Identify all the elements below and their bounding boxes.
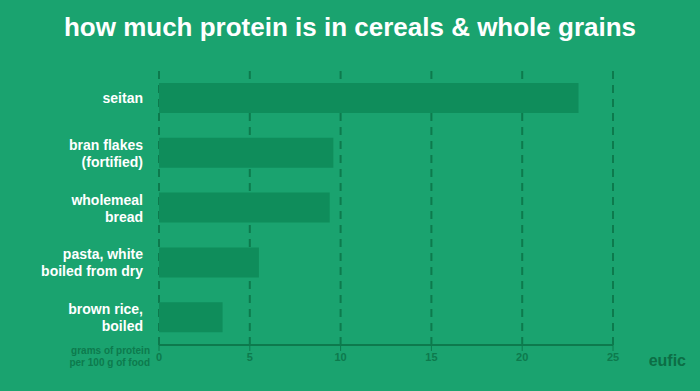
svg-text:brown rice,boiled: brown rice,boiled <box>68 301 143 334</box>
html-text:grams of protein: grams of protein <box>71 345 150 356</box>
svg-text:10: 10 <box>334 351 346 363</box>
svg-text:5: 5 <box>247 351 253 363</box>
html-text:eufic: eufic <box>648 352 686 369</box>
svg-text:25: 25 <box>607 351 619 363</box>
svg-text:bran flakes(fortified): bran flakes(fortified) <box>69 137 143 170</box>
svg-text:seitan: seitan <box>103 90 143 106</box>
svg-text:0: 0 <box>156 351 162 363</box>
svg-text:pasta, whiteboiled from dry: pasta, whiteboiled from dry <box>41 246 143 279</box>
svg-text:20: 20 <box>516 351 528 363</box>
html-text:how much protein is in cereals: how much protein is in cereals & whole g… <box>63 12 637 42</box>
svg-text:15: 15 <box>425 351 437 363</box>
svg-text:wholemealbread: wholemealbread <box>70 192 143 225</box>
html-text:per 100 g of food: per 100 g of food <box>69 357 150 368</box>
